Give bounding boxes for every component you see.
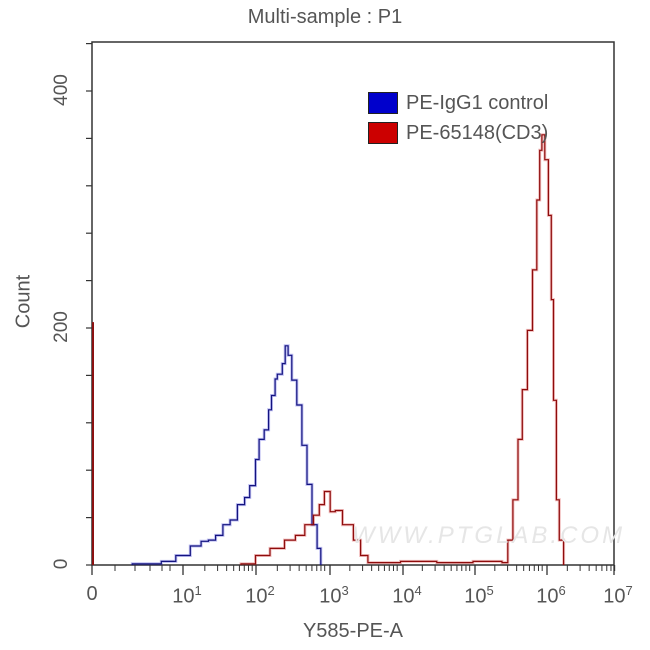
- y-tick-label: 200: [51, 311, 72, 343]
- x-tick-label: 106: [536, 583, 566, 608]
- legend-swatch-red: [368, 122, 398, 144]
- legend-item-control: PE-IgG1 control: [368, 88, 548, 118]
- y-tick-label: 400: [51, 74, 72, 106]
- x-tick-label: 0: [86, 583, 98, 605]
- chart-title: Multi-sample : P1: [247, 6, 403, 28]
- y-tick-label: 0: [51, 558, 72, 570]
- legend-label: PE-65148(CD3): [406, 121, 549, 144]
- axes: [86, 41, 616, 575]
- legend: PE-IgG1 control PE-65148(CD3): [368, 88, 548, 148]
- watermark: WWW.PTGLAB.COM: [352, 522, 626, 549]
- legend-label: PE-IgG1 control: [406, 91, 549, 114]
- series-layer: [92, 133, 566, 566]
- y-axis-label: Count: [12, 274, 35, 329]
- x-tick-label: 107: [603, 583, 633, 608]
- cd3-histogram: [240, 134, 565, 565]
- x-tick-label: 104: [392, 583, 422, 608]
- x-tick-label: 101: [172, 583, 202, 608]
- legend-swatch-blue: [368, 92, 398, 114]
- legend-item-cd3: PE-65148(CD3): [368, 118, 548, 148]
- x-tick-label: 105: [464, 583, 494, 608]
- x-tick-label: 102: [245, 583, 275, 608]
- x-axis-label: Y585-PE-A: [302, 620, 404, 642]
- x-tick-label: 103: [319, 583, 349, 608]
- control-histogram: [131, 345, 322, 565]
